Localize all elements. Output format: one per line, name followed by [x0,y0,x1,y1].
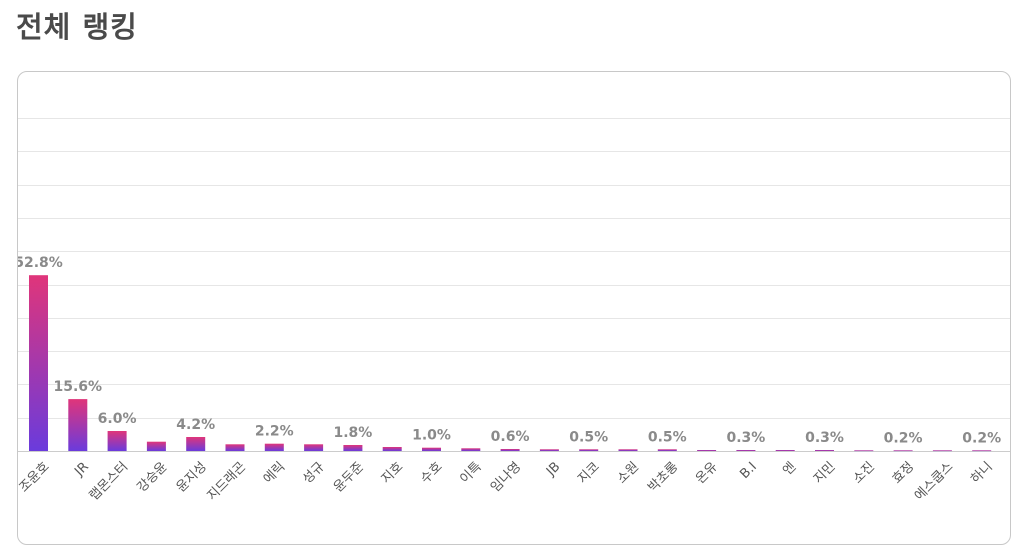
bar-에릭[interactable] [264,443,284,451]
bar-B.I[interactable] [736,450,756,451]
bar-에스쿱스[interactable] [932,450,952,452]
x-tick-label: 지드래곤 [205,459,249,503]
bar-JB[interactable] [539,449,559,451]
data-label: 2.2% [255,424,294,440]
data-label: 0.5% [569,429,608,445]
data-label: 0.6% [491,429,530,445]
x-tick-label: 지민 [811,459,839,487]
x-tick-label: 임나영 [488,459,524,495]
data-label: 0.2% [962,430,1001,446]
bar-랩몬스터[interactable] [107,431,127,451]
x-tick-label: 성규 [300,459,328,487]
data-label: 1.0% [412,428,451,444]
bar-지드래곤[interactable] [225,444,245,451]
bar-박초롱[interactable] [657,449,677,451]
x-tick-label: 조윤호 [18,459,53,495]
bar-조윤호[interactable] [29,275,48,451]
ranking-chart-card: 52.8% 15.6% 6.0% 4.2% 2.2% 1.8% 1.0% 0.6% 0.5% 0.… [17,71,1011,545]
bar-임나영[interactable] [500,449,520,451]
x-tick-label: 수호 [418,459,446,487]
x-tick-label: 하니 [968,459,996,487]
x-tick-label: JR [71,459,91,479]
bar-이특[interactable] [461,448,481,451]
x-tick-label: 윤두준 [331,459,367,495]
bar-엔[interactable] [775,450,795,451]
x-tick-label: 엔 [780,459,799,478]
bar-소진[interactable] [854,450,874,452]
x-tick-label: B.I [737,459,760,482]
bar-윤두준[interactable] [343,445,363,451]
ranking-bar-chart: 52.8% 15.6% 6.0% 4.2% 2.2% 1.8% 1.0% 0.6% 0.5% 0.… [18,118,1010,504]
data-label: 1.8% [333,425,372,441]
x-tick-label: 강승윤 [134,459,170,495]
bar-지민[interactable] [815,450,834,451]
data-label: 4.2% [176,417,215,433]
x-tick-label: 소진 [850,459,878,487]
data-label: 0.3% [726,430,765,446]
x-tick-label: 에스쿱스 [912,459,956,503]
bar-하니[interactable] [972,450,992,452]
bar-효정[interactable] [893,450,913,452]
x-tick-label: 이특 [457,459,485,487]
x-tick-label: 지호 [379,459,407,487]
data-label: 0.2% [884,430,923,446]
x-tick-label: 소원 [615,459,643,487]
bar-소원[interactable] [618,449,638,451]
bar-JR[interactable] [68,399,88,451]
bar-지호[interactable] [382,447,402,451]
data-label: 52.8% [18,255,63,271]
x-tick-label: 온유 [693,459,721,487]
x-tick-label: 에릭 [261,459,289,487]
x-tick-label: 랩몬스터 [87,459,131,503]
bar-지코[interactable] [579,449,599,451]
bar-윤지성[interactable] [186,437,206,451]
x-tick-label: 박초롱 [645,459,681,495]
x-tick-label: JB [543,459,563,479]
bar-수호[interactable] [422,447,441,451]
bar-온유[interactable] [697,450,717,451]
x-tick-label: 지코 [575,459,603,487]
page-title: 전체 랭킹 [16,10,138,44]
x-tick-label: 효정 [890,459,918,487]
x-tick-label: 윤지성 [174,459,210,495]
data-label: 0.3% [805,430,844,446]
bar-성규[interactable] [304,444,324,451]
bar-강승윤[interactable] [146,441,166,451]
data-label: 15.6% [54,379,103,395]
data-label: 0.5% [648,429,687,445]
data-label: 6.0% [98,411,137,427]
